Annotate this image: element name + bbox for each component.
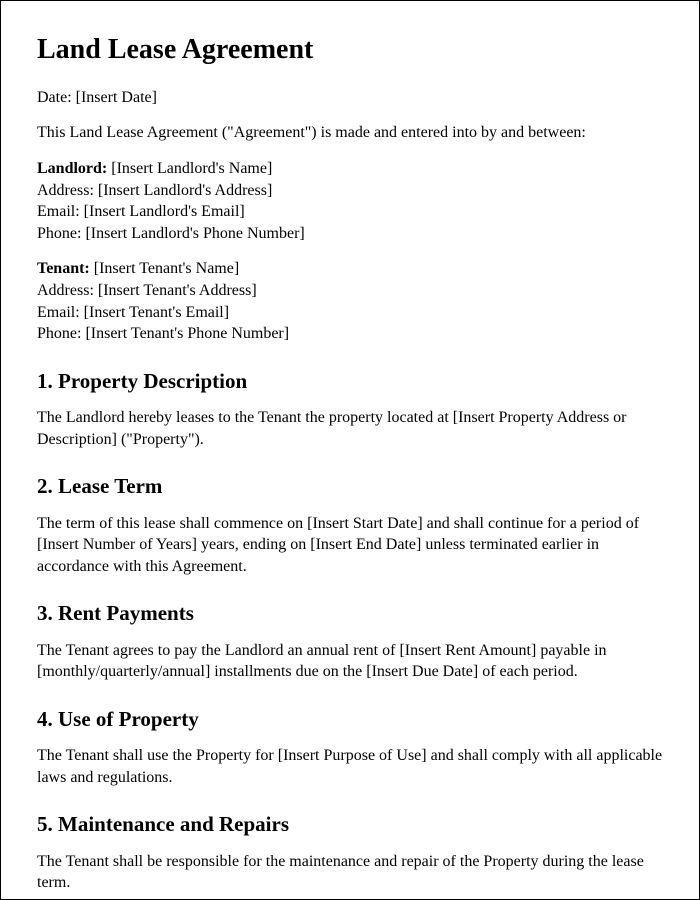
date-line: Date: [Insert Date] [37, 87, 663, 109]
section-4-body: The Tenant shall use the Property for [I… [37, 745, 663, 788]
landlord-address: Address: [Insert Landlord's Address] [37, 180, 663, 202]
landlord-name-line: Landlord: [Insert Landlord's Name] [37, 158, 663, 180]
tenant-name: [Insert Tenant's Name] [90, 260, 239, 277]
section-4-heading: 4. Use of Property [37, 705, 663, 733]
landlord-name: [Insert Landlord's Name] [107, 160, 272, 177]
tenant-block: Tenant: [Insert Tenant's Name] Address: … [37, 258, 663, 344]
section-2-body: The term of this lease shall commence on… [37, 513, 663, 578]
tenant-address: Address: [Insert Tenant's Address] [37, 280, 663, 302]
tenant-email: Email: [Insert Tenant's Email] [37, 302, 663, 324]
section-3-body: The Tenant agrees to pay the Landlord an… [37, 640, 663, 683]
section-5-heading: 5. Maintenance and Repairs [37, 810, 663, 838]
document-title: Land Lease Agreement [37, 31, 663, 69]
landlord-label: Landlord: [37, 160, 107, 177]
tenant-label: Tenant: [37, 260, 90, 277]
section-1-body: The Landlord hereby leases to the Tenant… [37, 407, 663, 450]
intro-paragraph: This Land Lease Agreement ("Agreement") … [37, 122, 663, 144]
section-2-heading: 2. Lease Term [37, 472, 663, 500]
tenant-phone: Phone: [Insert Tenant's Phone Number] [37, 323, 663, 345]
section-5-body: The Tenant shall be responsible for the … [37, 851, 663, 894]
tenant-name-line: Tenant: [Insert Tenant's Name] [37, 258, 663, 280]
document-page: Land Lease Agreement Date: [Insert Date]… [0, 0, 700, 900]
landlord-block: Landlord: [Insert Landlord's Name] Addre… [37, 158, 663, 244]
section-3-heading: 3. Rent Payments [37, 599, 663, 627]
landlord-phone: Phone: [Insert Landlord's Phone Number] [37, 223, 663, 245]
landlord-email: Email: [Insert Landlord's Email] [37, 201, 663, 223]
section-1-heading: 1. Property Description [37, 367, 663, 395]
